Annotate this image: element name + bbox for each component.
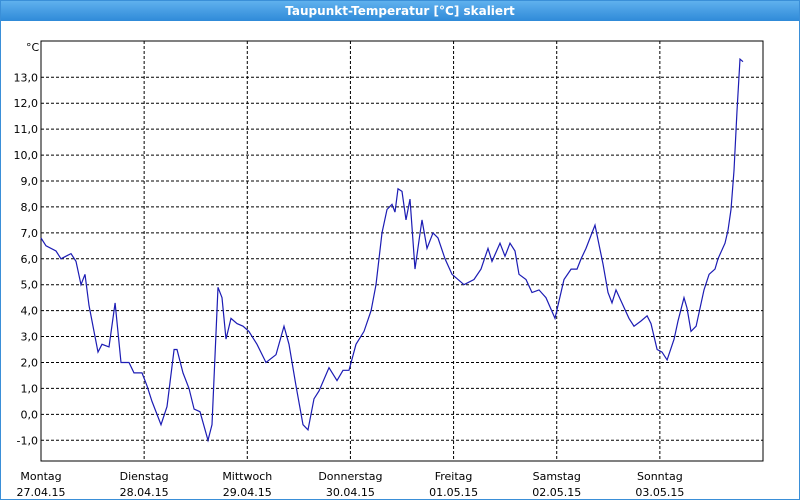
y-tick-label: 4,0 [21,305,39,318]
x-tick-label: Mittwoch [222,470,272,483]
y-tick-label: 10,0 [14,149,39,162]
x-tick-date: 03.05.15 [635,486,684,499]
title-bar: Taupunkt-Temperatur [°C] skaliert [1,1,799,21]
x-tick-label: Montag [20,470,61,483]
y-tick-label: 9,0 [21,175,39,188]
line [40,57,744,443]
y-tick-label: 0,0 [21,408,39,421]
y-tick-label: 7,0 [21,227,39,240]
x-tick-label: Donnerstag [318,470,382,483]
y-tick-label: 3,0 [21,331,39,344]
y-tick-label: 5,0 [21,279,39,292]
y-tick-label: -1,0 [17,434,38,447]
x-tick-date: 27.04.15 [17,486,66,499]
x-tick-label: Sonntag [637,470,683,483]
y-tick-label: 8,0 [21,201,39,214]
x-tick-date: 30.04.15 [326,486,375,499]
x-tick-label: Dienstag [120,470,169,483]
y-tick-label: 13,0 [14,71,39,84]
x-tick-date: 28.04.15 [120,486,169,499]
y-tick-label: 12,0 [14,97,39,110]
y-tick-label: 6,0 [21,253,39,266]
chart: °C -1,0 0,0 1,0 2,0 3,0 4,0 5,0 6,0 7,0 8,0 9,0 10,0… [14,40,764,499]
x-tick-date: 29.04.15 [223,486,272,499]
y-tick-label: 2,0 [21,356,39,369]
x-tick-date: 02.05.15 [532,486,581,499]
x-tick-label: Freitag [435,470,473,483]
y-unit: °C [26,41,40,54]
x-tick-date: 01.05.15 [429,486,478,499]
x-tick-label: Samstag [533,470,581,483]
y-tick-label: 11,0 [14,123,39,136]
y-tick-label: 1,0 [21,382,39,395]
plot-area [40,40,764,462]
